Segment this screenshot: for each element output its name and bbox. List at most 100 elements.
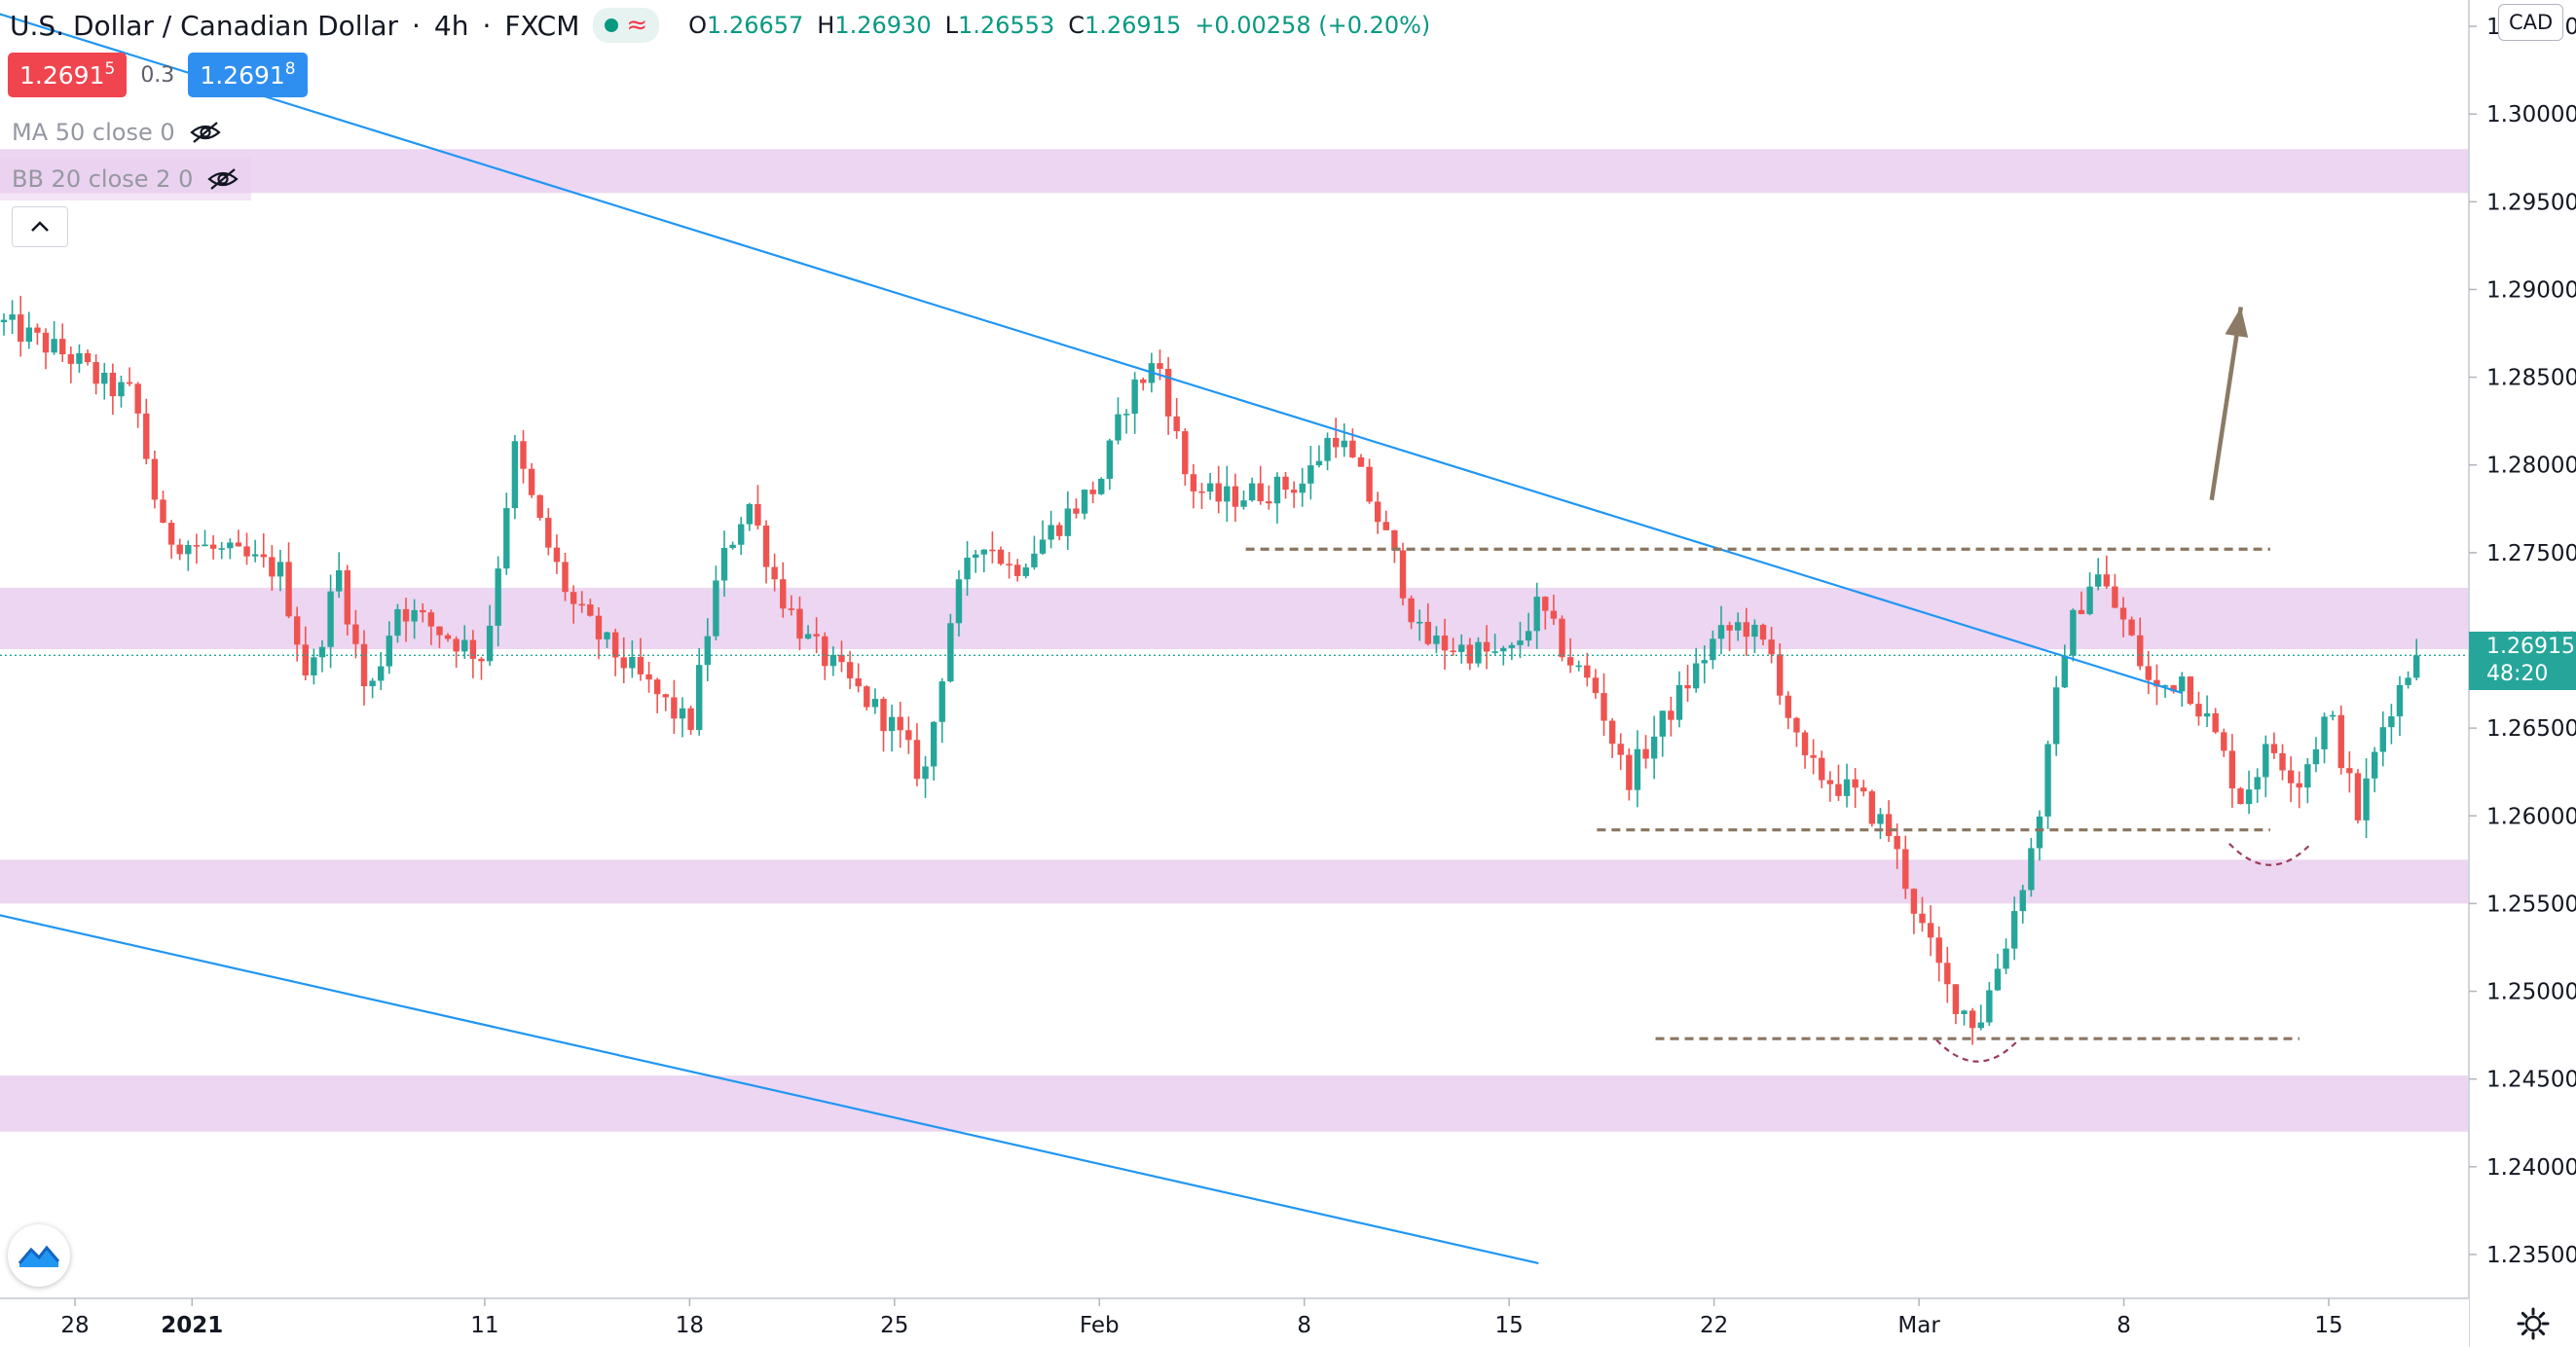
candle-body: [2170, 685, 2177, 692]
candle-body: [2036, 816, 2043, 849]
candle-body: [486, 625, 494, 662]
candle-body: [2379, 727, 2386, 752]
candle-body: [360, 643, 368, 687]
candle-body: [1073, 508, 1080, 514]
y-tick-label: 1.23500: [2486, 1243, 2576, 1268]
x-tick-label: 18: [676, 1313, 704, 1338]
candle-body: [922, 766, 929, 780]
candle-body: [2245, 789, 2253, 805]
candle-body: [1935, 937, 1942, 964]
candle-body: [202, 544, 208, 547]
candle-body: [1885, 814, 1893, 836]
symbol-name[interactable]: U.S. Dollar / Canadian Dollar: [10, 9, 399, 42]
candle-body: [1039, 539, 1047, 554]
candle-body: [1517, 640, 1524, 645]
candle-body: [1106, 440, 1114, 479]
candle-body: [1332, 437, 1340, 448]
gear-icon[interactable]: [2516, 1306, 2551, 1341]
candle-body: [76, 352, 83, 364]
eye-crossed-icon[interactable]: [189, 120, 222, 145]
collapse-legend-button[interactable]: [12, 206, 68, 247]
ohlc-high-value: 1.26930: [834, 12, 932, 39]
candle-body: [1450, 650, 1456, 652]
candle-body: [704, 636, 712, 666]
last-price-countdown: 48:20: [2486, 662, 2549, 686]
candle-body: [587, 604, 594, 616]
candle-body: [461, 639, 468, 652]
candle-body: [1122, 414, 1130, 416]
spread-value: 0.3: [140, 62, 175, 88]
candle-body: [1743, 622, 1750, 637]
y-tick-label: 1.28500: [2486, 366, 2576, 391]
candle-body: [1843, 779, 1851, 796]
candle-body: [2371, 751, 2378, 779]
candle-body: [2195, 704, 2202, 717]
candle-body: [2119, 607, 2127, 620]
interval-label[interactable]: 4h: [433, 9, 469, 42]
indicator-bb[interactable]: BB 20 close 2 0: [0, 158, 252, 200]
candle-body: [1382, 522, 1389, 530]
buy-button[interactable]: 1.2691 8: [188, 53, 308, 97]
forecast-arrow-head: [2225, 307, 2249, 338]
currency-badge[interactable]: CAD: [2498, 4, 2564, 41]
candle-body: [2221, 732, 2227, 751]
indicator-ma[interactable]: MA 50 close 0: [0, 111, 234, 154]
candle-body: [611, 632, 619, 658]
candle-body: [1273, 476, 1281, 504]
candle-body: [1357, 456, 1365, 467]
sell-button[interactable]: 1.2691 5: [8, 53, 128, 97]
candle-body: [2237, 788, 2244, 805]
candle-body: [1584, 665, 1591, 678]
candle-body: [1374, 501, 1381, 523]
candle-body: [1508, 644, 1516, 648]
candle-body: [1927, 923, 1934, 938]
candle-body: [2321, 716, 2328, 749]
candle-body: [1006, 564, 1012, 565]
candle-body: [2044, 744, 2051, 817]
candle-body: [1408, 598, 1415, 623]
candle-body: [746, 503, 754, 525]
candle-body: [1902, 849, 1909, 890]
candle-body: [478, 658, 485, 662]
candle-body: [2212, 712, 2219, 733]
candle-body: [838, 654, 845, 663]
candle-body: [754, 503, 761, 526]
market-status-pill[interactable]: ≈: [593, 8, 660, 43]
candle-body: [1852, 779, 1858, 788]
candle-body: [2095, 574, 2102, 587]
candle-body: [411, 609, 418, 622]
candle-body: [1626, 754, 1633, 790]
ohlc-low-key: L: [944, 12, 958, 39]
candle-body: [562, 562, 569, 593]
candle-body: [2296, 783, 2302, 788]
candle-body: [134, 383, 141, 414]
candle-body: [2103, 574, 2111, 587]
candle-body: [528, 468, 535, 495]
candle-body: [1819, 757, 1825, 781]
candle-body: [1550, 610, 1558, 619]
y-tick-label: 1.25000: [2486, 980, 2576, 1005]
buy-price-main: 1.2691: [200, 60, 285, 90]
candle-body: [1248, 483, 1256, 501]
candle-body: [1466, 644, 1474, 664]
candle-body: [1266, 501, 1272, 504]
candle-body: [335, 569, 343, 592]
candle-body: [2363, 778, 2370, 820]
candle-body: [1994, 968, 2002, 991]
candle-body: [344, 569, 350, 625]
candle-body: [930, 721, 938, 767]
candle-body: [1542, 597, 1549, 611]
candle-body: [897, 716, 903, 731]
eye-crossed-icon[interactable]: [206, 166, 239, 192]
candle-body: [1013, 564, 1021, 576]
candle-body: [269, 557, 276, 577]
tradingview-logo-icon[interactable]: [8, 1224, 70, 1287]
candle-body: [1366, 466, 1373, 502]
candle-body: [386, 636, 393, 667]
pattern-arc: [2228, 842, 2312, 866]
candle-body: [2052, 687, 2060, 745]
candle-body: [1224, 486, 1231, 502]
candle-body: [1433, 636, 1440, 644]
supply-demand-zone: [0, 587, 2469, 649]
